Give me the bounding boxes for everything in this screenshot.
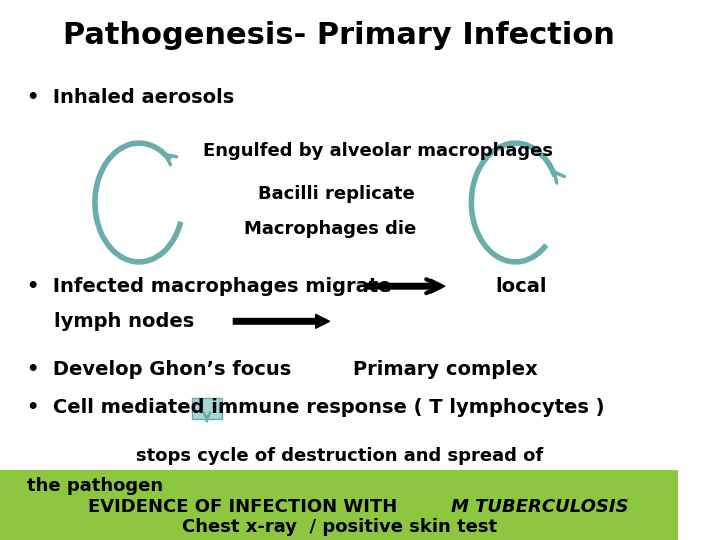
Text: Primary complex: Primary complex — [353, 360, 537, 380]
Text: •  Develop Ghon’s focus: • Develop Ghon’s focus — [27, 360, 292, 380]
Text: M TUBERCULOSIS: M TUBERCULOSIS — [451, 497, 629, 516]
Text: EVIDENCE OF INFECTION WITH: EVIDENCE OF INFECTION WITH — [88, 497, 404, 516]
Text: lymph nodes: lymph nodes — [27, 312, 194, 331]
Text: •  Inhaled aerosols: • Inhaled aerosols — [27, 87, 235, 107]
Text: local: local — [495, 276, 546, 296]
Text: Pathogenesis- Primary Infection: Pathogenesis- Primary Infection — [63, 21, 615, 50]
Text: Bacilli replicate: Bacilli replicate — [258, 185, 415, 204]
Text: the pathogen: the pathogen — [27, 477, 163, 495]
Text: Chest x-ray  / positive skin test: Chest x-ray / positive skin test — [181, 517, 497, 536]
Text: •  Infected macrophages migrate: • Infected macrophages migrate — [27, 276, 392, 296]
FancyBboxPatch shape — [192, 398, 222, 419]
Text: Macrophages die: Macrophages die — [244, 220, 416, 239]
FancyBboxPatch shape — [0, 470, 678, 540]
Text: •  Cell mediated immune response ( T lymphocytes ): • Cell mediated immune response ( T lymp… — [27, 398, 605, 417]
Text: stops cycle of destruction and spread of: stops cycle of destruction and spread of — [135, 447, 543, 465]
Text: Engulfed by alveolar macrophages: Engulfed by alveolar macrophages — [204, 142, 554, 160]
